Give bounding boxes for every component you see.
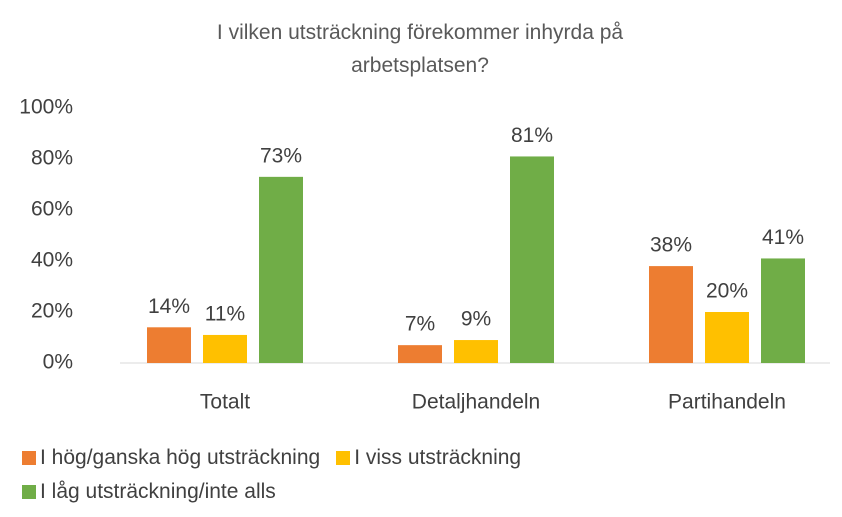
legend-label: I viss utsträckning <box>354 446 522 469</box>
data-label: 11% <box>205 302 245 325</box>
y-tick-label: 20% <box>31 300 73 323</box>
legend-label: I hög/ganska hög utsträckning <box>40 446 321 469</box>
x-tick-label: Totalt <box>200 391 250 414</box>
data-label: 9% <box>461 308 491 331</box>
bar <box>398 345 442 363</box>
data-label: 7% <box>405 313 435 336</box>
bar <box>203 334 247 363</box>
bar <box>705 312 749 363</box>
legend-swatch <box>22 451 36 465</box>
plot: 0% 20% 40% 60% 80% 100% Totalt 14% 11% 73% Detaljh… <box>19 96 830 414</box>
data-label: 20% <box>706 280 748 303</box>
bar <box>147 327 191 363</box>
y-tick-label: 40% <box>31 249 73 272</box>
chart-title: I vilken utsträckning förekommer inhyrda… <box>216 21 624 77</box>
bar <box>510 156 554 363</box>
data-label: 14% <box>148 295 190 318</box>
legend: I hög/ganska hög utsträckning I viss utst… <box>22 446 742 504</box>
x-tick-label: Detaljhandeln <box>412 391 540 414</box>
legend-item: I viss utsträckning <box>336 446 521 470</box>
legend-item: I låg utsträckning/inte alls <box>22 480 276 504</box>
bar <box>649 266 693 363</box>
legend-label: I låg utsträckning/inte alls <box>40 480 276 503</box>
y-tick-label: 0% <box>43 351 73 374</box>
legend-swatch <box>22 485 36 499</box>
y-tick-label: 80% <box>31 147 73 170</box>
data-label: 81% <box>511 124 553 147</box>
y-tick-label: 60% <box>31 198 73 221</box>
x-tick-label: Partihandeln <box>668 391 786 414</box>
bar <box>259 176 303 363</box>
legend-swatch <box>336 451 351 465</box>
bar <box>454 340 498 363</box>
y-tick-label: 100% <box>19 96 73 119</box>
data-label: 41% <box>762 226 804 249</box>
legend-item: I hög/ganska hög utsträckning <box>22 446 320 470</box>
data-label: 73% <box>260 144 302 167</box>
bar <box>761 258 805 363</box>
data-label: 38% <box>650 234 692 257</box>
